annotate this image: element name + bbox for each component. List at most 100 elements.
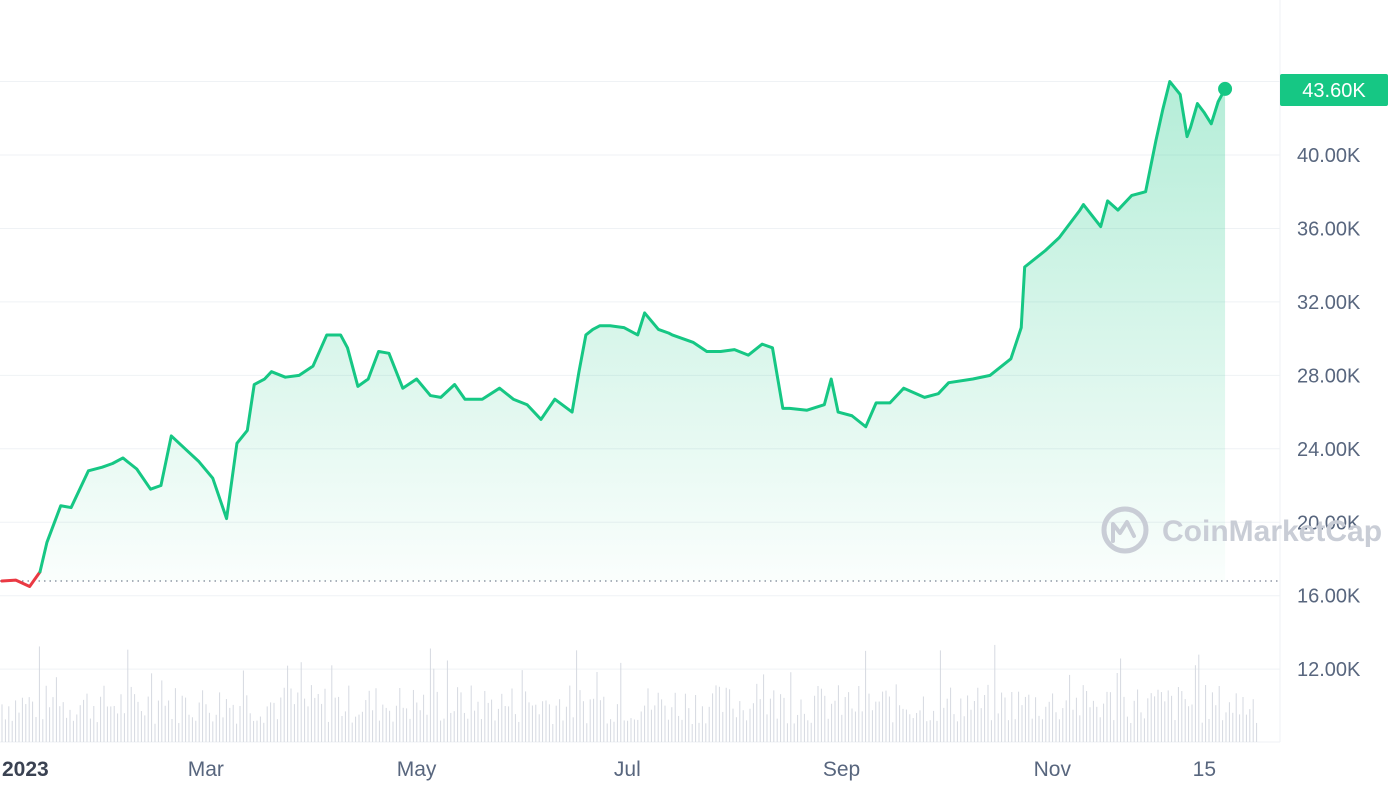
price-point	[1106, 199, 1109, 203]
x-tick-label: Jul	[614, 758, 641, 781]
x-tick-label: 15	[1193, 758, 1216, 781]
last-price-marker	[1218, 81, 1233, 96]
price-point	[525, 403, 529, 406]
price-point	[284, 375, 287, 379]
price-point	[1210, 122, 1213, 125]
price-point	[263, 377, 266, 381]
price-point	[111, 462, 114, 465]
y-tick-label: 16.00K	[1297, 586, 1361, 608]
coinmarketcap-watermark: CoinMarketCap	[1101, 506, 1382, 554]
y-tick-label: 40.00K	[1297, 145, 1361, 167]
x-tick-label: Sep	[823, 758, 860, 781]
price-point	[788, 407, 791, 410]
price-point	[539, 418, 543, 421]
watermark-text: CoinMarketCap	[1162, 515, 1382, 548]
price-point	[671, 333, 674, 337]
price-point	[577, 370, 581, 373]
price-point	[0, 579, 4, 583]
price-point	[225, 517, 228, 520]
price-point	[771, 346, 774, 350]
price-point	[1196, 102, 1199, 105]
price-point	[643, 311, 646, 315]
price-point	[1189, 126, 1192, 129]
y-tick-label: 32.00K	[1297, 292, 1361, 314]
price-point	[28, 585, 31, 588]
price-point	[733, 348, 736, 351]
price-point	[1161, 107, 1165, 111]
price-point	[453, 383, 456, 386]
price-point	[830, 377, 833, 381]
price-point	[874, 401, 878, 405]
y-axis: 12.00K 16.00K 20.00K 24.00K 28.00K 32.00K 36.0…	[1297, 145, 1361, 681]
coinmarketcap-logo-icon	[1101, 506, 1149, 554]
price-point	[377, 350, 380, 353]
price-point	[1216, 100, 1220, 103]
price-point	[1168, 80, 1171, 83]
price-point	[902, 387, 905, 390]
y-tick-label: 20.00K	[1297, 512, 1361, 534]
price-point	[211, 476, 214, 480]
price-point	[1130, 194, 1133, 197]
price-point	[705, 350, 709, 353]
price-point	[691, 341, 695, 344]
price-point	[1099, 225, 1102, 228]
price-point	[988, 374, 992, 377]
price-point	[888, 401, 892, 405]
price-point	[121, 456, 125, 460]
price-point	[59, 504, 62, 507]
price-point	[1203, 111, 1206, 114]
price-point	[1020, 326, 1023, 329]
volume-bars	[1, 644, 1258, 742]
price-point	[636, 333, 639, 337]
price-point	[253, 383, 256, 386]
price-point	[149, 487, 152, 491]
price-point	[415, 377, 418, 381]
price-point	[346, 346, 349, 350]
price-point	[325, 333, 328, 337]
price-point	[45, 541, 49, 544]
price-point	[570, 410, 574, 414]
price-point	[971, 377, 975, 381]
price-point	[823, 403, 826, 406]
price-point	[850, 414, 854, 417]
last-price-label: 43.60K	[1302, 80, 1366, 102]
price-point	[781, 407, 785, 410]
price-point	[1178, 93, 1182, 96]
price-point	[87, 469, 90, 473]
price-point	[622, 326, 626, 329]
y-tick-label: 12.00K	[1297, 659, 1361, 681]
price-point	[401, 387, 404, 390]
price-point	[608, 324, 612, 327]
price-point	[481, 398, 484, 401]
price-point	[1009, 357, 1013, 361]
price-point	[183, 447, 187, 450]
price-point	[1116, 208, 1120, 212]
x-tick-label: May	[397, 758, 437, 781]
price-point	[159, 484, 163, 487]
price-point	[498, 387, 501, 390]
x-tick-label: 2023	[2, 758, 49, 781]
x-tick-label: Mar	[188, 758, 224, 781]
price-point	[235, 442, 239, 445]
price-point	[584, 333, 588, 337]
y-tick-label: 24.00K	[1297, 439, 1361, 461]
price-point	[135, 467, 138, 471]
price-point	[1078, 208, 1082, 212]
price-point	[1154, 139, 1158, 142]
price-point	[719, 350, 722, 353]
price-point	[937, 392, 940, 395]
price-point	[297, 374, 301, 377]
price-point	[1058, 236, 1061, 239]
price-point	[1185, 135, 1189, 138]
price-series	[0, 80, 1233, 589]
price-line-down	[0, 570, 42, 589]
price-point	[1082, 203, 1085, 206]
y-tick-label: 36.00K	[1297, 218, 1361, 240]
price-point	[69, 506, 73, 509]
price-point	[170, 434, 173, 438]
price-point	[591, 328, 595, 331]
price-point	[923, 396, 926, 399]
price-point	[667, 331, 671, 335]
